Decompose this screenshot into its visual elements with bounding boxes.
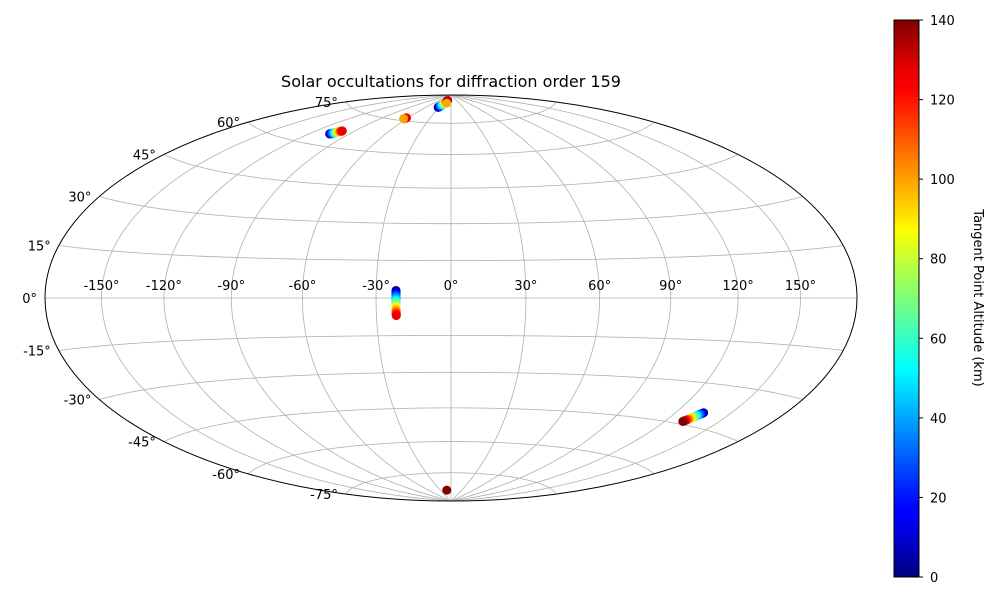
longitude-tick-label: -120° xyxy=(146,279,182,294)
data-point xyxy=(442,98,452,108)
parallel-line xyxy=(345,472,557,495)
latitude-tick-label: -60° xyxy=(212,468,240,483)
data-points xyxy=(325,95,709,495)
latitude-tick-label: -75° xyxy=(310,488,338,503)
longitude-tick-label: 120° xyxy=(722,279,753,294)
parallel-line xyxy=(99,371,803,400)
colorbar: 0 20 40 60 80 100 120 140 Tangent Point Altitud… xyxy=(893,14,985,586)
latitude-tick-label: 0° xyxy=(22,292,37,307)
longitude-tick-label: -150° xyxy=(83,279,119,294)
colorbar-tick-label: 0 xyxy=(930,571,938,586)
map-boundary xyxy=(44,94,858,502)
latitude-tick-label: 45° xyxy=(133,149,156,164)
parallel-line xyxy=(247,121,655,155)
parallel-line xyxy=(247,441,655,475)
colorbar-label: Tangent Point Altitude (km) xyxy=(970,208,985,386)
data-point xyxy=(678,416,688,426)
longitude-tick-label: 0° xyxy=(444,279,459,294)
longitude-tick-label: -30° xyxy=(362,279,390,294)
data-point xyxy=(399,114,409,124)
colorbar-tick-label: 100 xyxy=(930,173,955,188)
colorbar-tick-label: 20 xyxy=(930,491,947,506)
longitude-tick-label: -60° xyxy=(289,279,317,294)
latitude-tick-label: 60° xyxy=(217,116,240,131)
data-point xyxy=(442,485,452,495)
colorbar-ticks: 0 20 40 60 80 100 120 140 xyxy=(919,14,955,586)
latitude-tick-label: -30° xyxy=(64,394,92,409)
latitude-tick-label: 15° xyxy=(28,240,51,255)
data-point xyxy=(337,126,347,136)
parallel-line xyxy=(345,101,557,124)
longitude-tick-label: 60° xyxy=(588,279,611,294)
longitude-tick-label: 150° xyxy=(785,279,816,294)
colorbar-tick-label: 120 xyxy=(930,94,955,109)
colorbar-gradient xyxy=(893,19,920,578)
longitude-tick-label: -90° xyxy=(217,279,245,294)
latitude-tick-label: 30° xyxy=(68,191,91,206)
parallel-line xyxy=(58,335,844,351)
chart-title: Solar occultations for diffraction order… xyxy=(281,72,621,91)
colorbar-tick-label: 40 xyxy=(930,412,947,427)
latitude-tick-label: -15° xyxy=(23,345,51,360)
map-grid xyxy=(45,95,857,501)
parallel-line xyxy=(58,245,844,261)
colorbar-tick-label: 80 xyxy=(930,253,947,268)
longitude-tick-label: 30° xyxy=(514,279,537,294)
latitude-tick-label: -45° xyxy=(128,436,156,451)
parallel-line xyxy=(163,154,739,189)
colorbar-tick-label: 60 xyxy=(930,332,947,347)
latitude-tick-label: 75° xyxy=(315,96,338,111)
longitude-tick-label: 90° xyxy=(659,279,682,294)
parallel-line xyxy=(163,407,739,442)
data-point xyxy=(391,311,401,321)
parallel-line xyxy=(99,196,803,225)
colorbar-tick-label: 140 xyxy=(930,14,955,29)
axis-tick-labels: -150° -120° -90° -60° -30° 0° 30° 60° 90° 120° 150… xyxy=(22,96,816,503)
